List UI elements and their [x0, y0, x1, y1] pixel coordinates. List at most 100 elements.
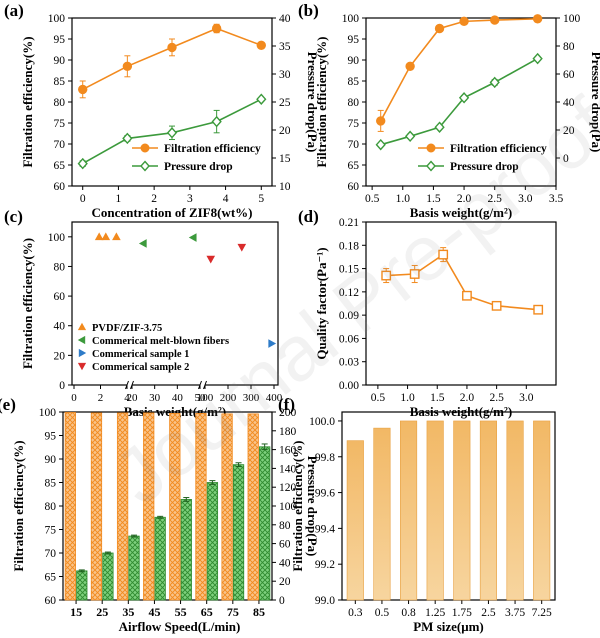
x-tick-label: 65 — [201, 605, 213, 619]
x-tick-label: 0.3 — [348, 607, 363, 619]
x-tick-label: 2.5 — [488, 193, 503, 205]
y-tick-label: 20 — [563, 125, 575, 137]
x-tick-label: 0.8 — [401, 607, 416, 619]
y-tick-label: 100 — [48, 232, 66, 244]
pressure-point — [166, 127, 178, 139]
y-tick-label: 20 — [54, 350, 66, 362]
pressure-bar — [206, 482, 219, 601]
efficiency-bar — [453, 420, 471, 601]
x-tick-label: 300 — [243, 392, 260, 404]
x-tick-label: 1.5 — [430, 392, 445, 404]
x-tick-label: 35 — [122, 605, 134, 619]
y-tick-label: 120 — [279, 482, 297, 494]
x-tick-label: 1.25 — [425, 607, 445, 619]
y-tick-label: 99.8 — [315, 452, 335, 464]
x-tick-label: 200 — [220, 392, 237, 404]
pressure-bar — [128, 535, 140, 601]
x-axis-title: Airflow Speed(L/min) — [119, 619, 241, 634]
y-tick-label: 60 — [279, 539, 291, 551]
y-axis-title: Filtration efficiency(%) — [314, 36, 329, 167]
y-tick-label: 95 — [54, 34, 66, 46]
efficiency-bar — [346, 440, 364, 601]
legend-label: Filtration efficiency — [164, 143, 261, 155]
x-tick-label: 2.5 — [481, 607, 496, 619]
y-tick-label: 99.4 — [315, 523, 335, 535]
y-tick-label: 65 — [45, 572, 57, 584]
y-tick-label: 99.2 — [315, 559, 335, 571]
efficiency-line — [380, 18, 538, 122]
legend-label: Pressure drop — [164, 161, 233, 173]
y-tick-label: 60 — [54, 291, 66, 303]
pressure-bar — [259, 446, 271, 601]
y-tick-label: 180 — [279, 426, 297, 438]
data-point — [112, 232, 121, 241]
pressure-bar — [102, 552, 114, 601]
efficiency-line — [82, 27, 262, 91]
efficiency-bar — [506, 420, 524, 601]
efficiency-bar — [533, 420, 551, 601]
x-axis-title: Basis weight(g/m²) — [410, 205, 512, 220]
x-tick-label: 55 — [175, 605, 187, 619]
efficiency-bar — [479, 420, 497, 601]
y-tick-label: 0.18 — [339, 240, 359, 252]
x-tick-label: 45 — [148, 605, 160, 619]
y-axis-title: Filtration efficiency(%) — [11, 440, 26, 571]
y-tick-label: 100 — [39, 407, 57, 419]
quality-factor-point — [438, 249, 449, 260]
y-tick-label: 70 — [54, 139, 66, 151]
x-tick-label: 50 — [195, 392, 207, 404]
efficiency-point — [78, 84, 88, 95]
y-tick-label: 15 — [279, 153, 291, 165]
x-axis-title: PM size(μm) — [413, 619, 484, 634]
x-tick-label: 1.0 — [400, 392, 415, 404]
y-tick-label: 10 — [279, 181, 291, 193]
efficiency-bar — [143, 412, 155, 601]
y-tick-label: 99.0 — [315, 595, 335, 607]
quality-factor-line — [386, 253, 539, 311]
efficiency-bar — [221, 413, 233, 601]
legend-label: Commerical sample 1 — [92, 349, 189, 360]
y-tick-label: 70 — [45, 548, 57, 560]
legend-marker — [78, 348, 87, 358]
x-tick-label: 3.0 — [518, 193, 533, 205]
y-tick-label: 0.15 — [339, 264, 359, 276]
y-tick-label: 20 — [279, 125, 291, 137]
y-tick-label: 40 — [279, 13, 291, 25]
x-tick-label: 4 — [124, 392, 130, 404]
efficiency-point — [167, 42, 177, 53]
y-tick-label: 0.09 — [339, 310, 359, 322]
y-tick-label: 35 — [279, 41, 291, 53]
plot-frame — [71, 221, 279, 386]
x-tick-label: 400 — [266, 392, 283, 404]
pressure-line — [380, 57, 539, 146]
efficiency-bar — [426, 420, 444, 601]
y-tick-label: 0 — [563, 153, 569, 165]
y-tick-label: 90 — [45, 454, 57, 466]
data-point — [94, 232, 104, 241]
y-tick-label: 85 — [348, 76, 360, 88]
efficiency-bar — [90, 412, 103, 601]
x-tick-label: 2.0 — [460, 392, 475, 404]
efficiency-point — [405, 61, 415, 72]
y-tick-label: 75 — [45, 525, 57, 537]
legend-label: Commerical sample 2 — [92, 362, 189, 373]
y-tick-label: 99.6 — [315, 488, 335, 500]
x-tick-label: 2 — [151, 193, 157, 205]
pressure-point — [77, 157, 88, 170]
x-tick-label: 85 — [253, 605, 265, 619]
legend-marker — [140, 143, 150, 153]
x-tick-label: 75 — [227, 605, 239, 619]
y-tick-label: 80 — [54, 261, 66, 273]
efficiency-bar — [169, 413, 181, 601]
pressure-point — [458, 92, 470, 104]
x-tick-label: 40 — [172, 392, 184, 404]
y-tick-label: 140 — [279, 463, 297, 475]
pressure-bar — [180, 499, 192, 601]
y-tick-label: 75 — [348, 118, 360, 130]
y-tick-label: 0.06 — [339, 333, 359, 345]
efficiency-bar — [247, 413, 259, 601]
pressure-point — [404, 130, 416, 143]
pressure-point — [211, 115, 222, 128]
quality-factor-point — [533, 304, 544, 315]
pressure-bar — [76, 570, 88, 601]
